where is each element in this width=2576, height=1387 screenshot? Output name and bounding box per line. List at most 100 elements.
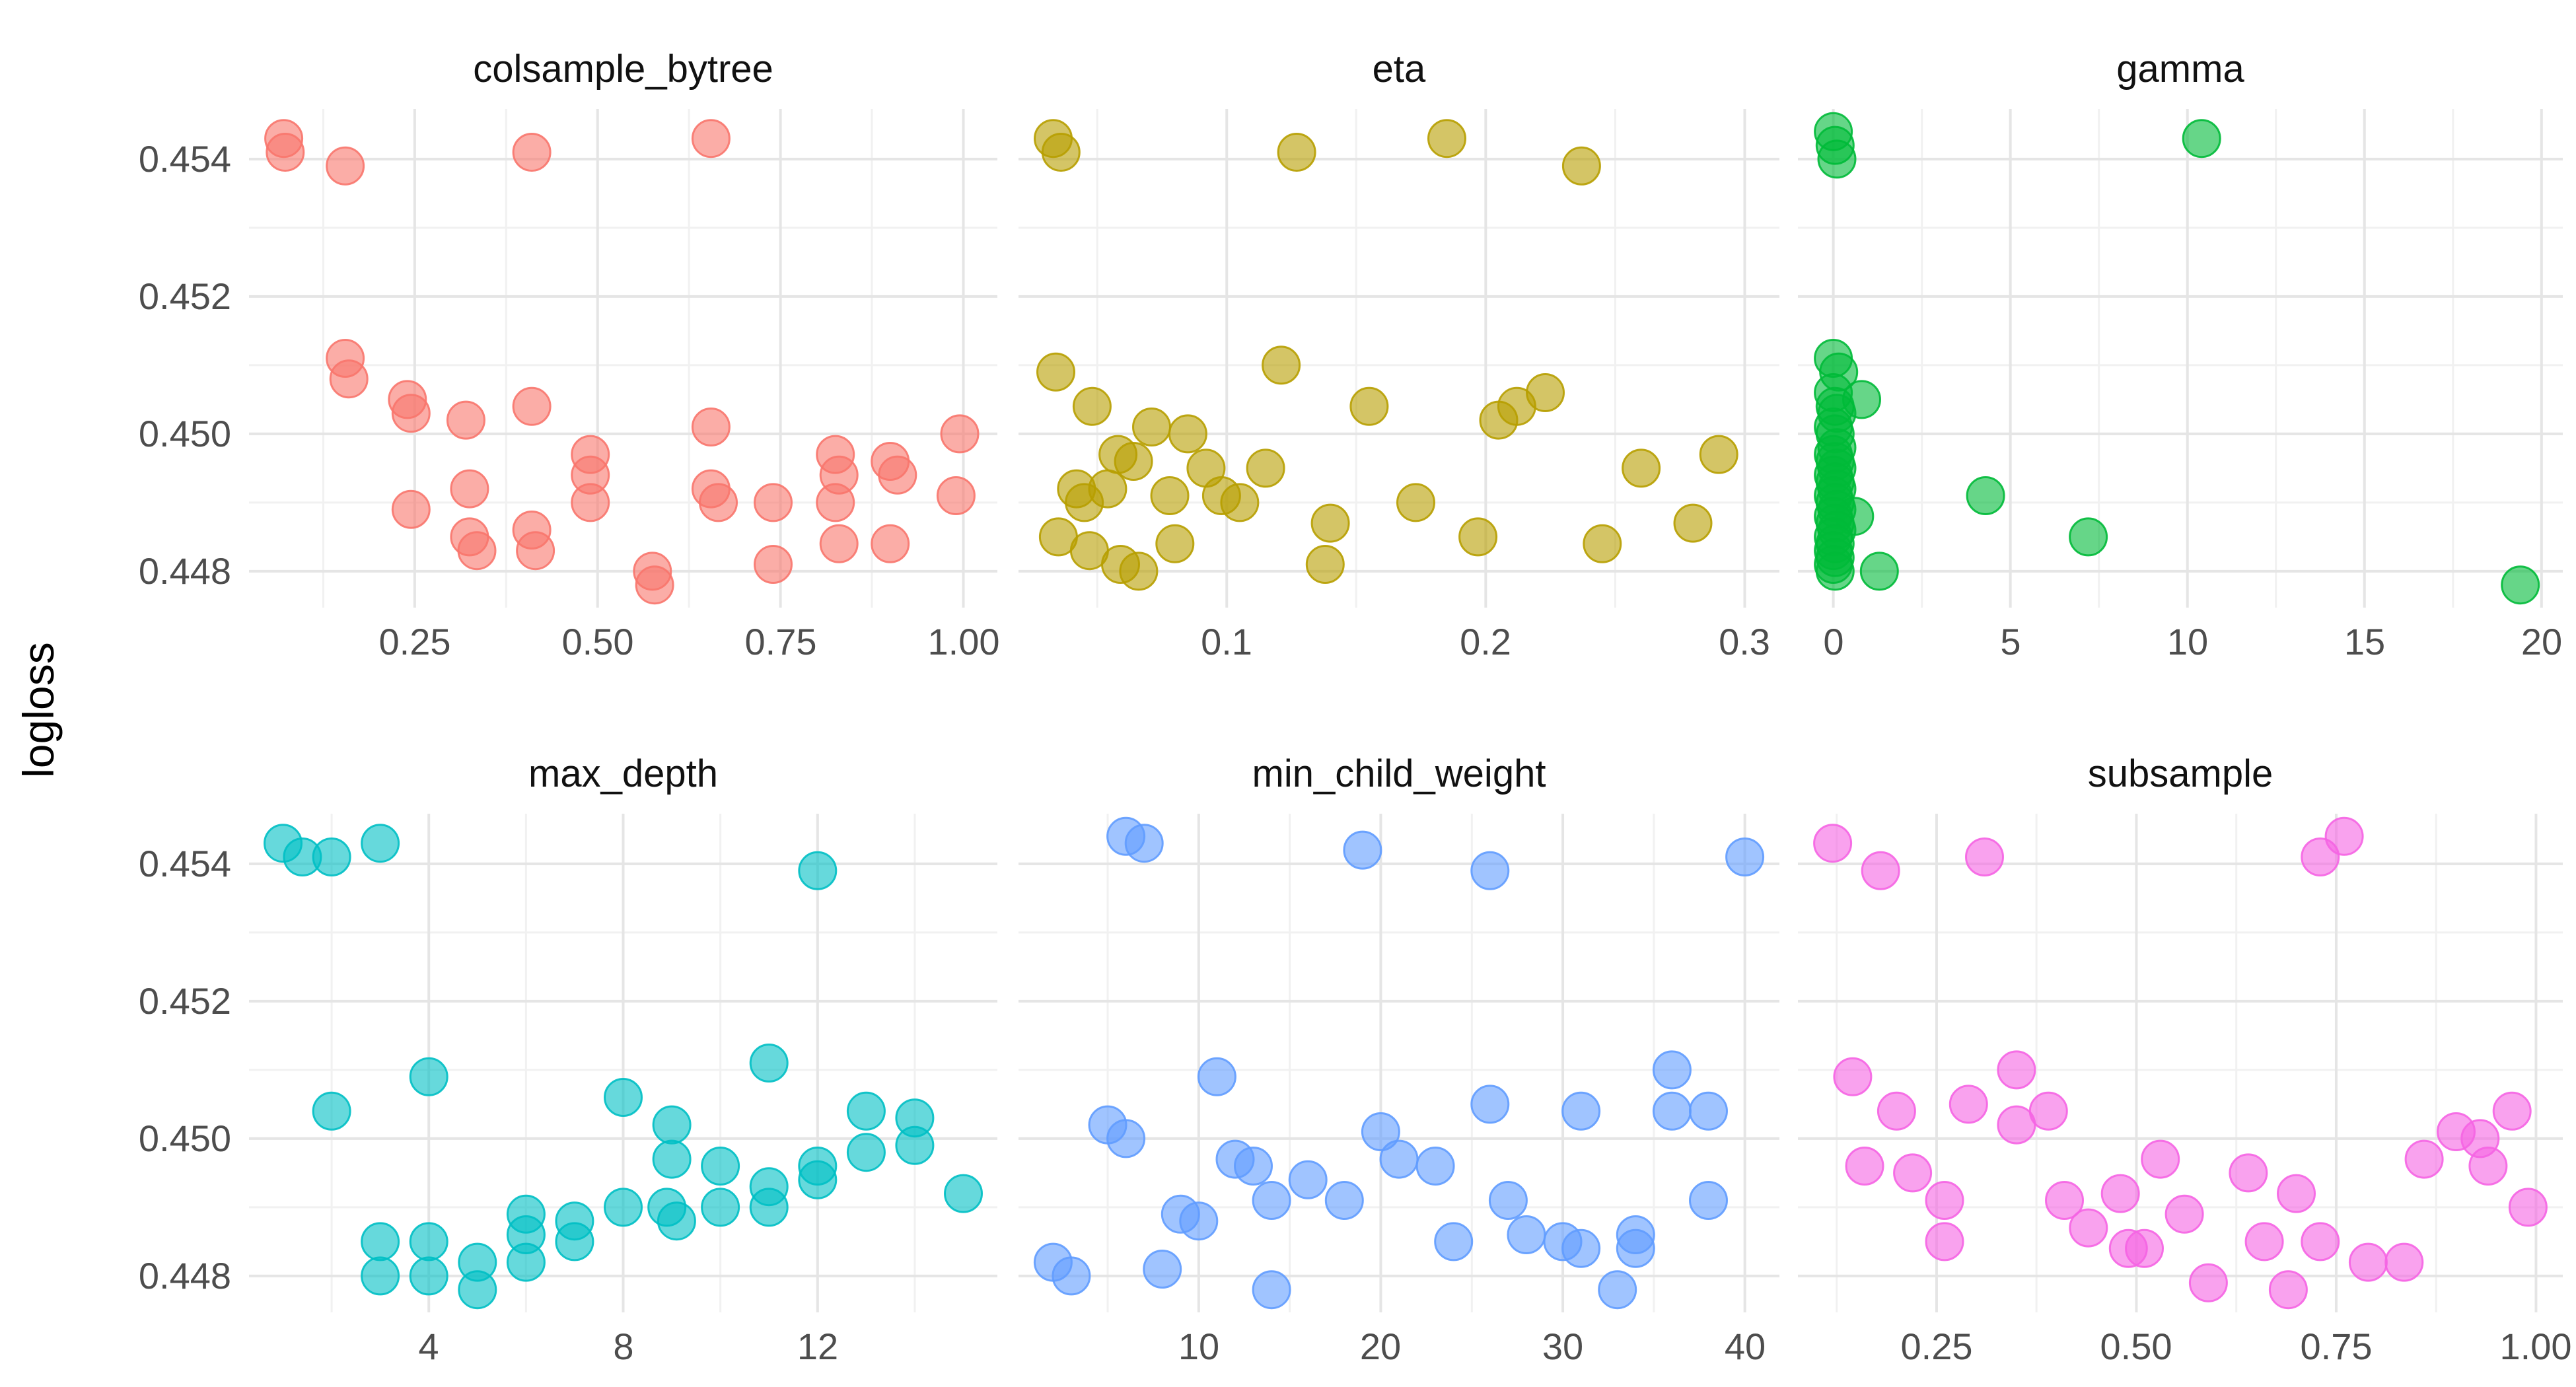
data-point — [1652, 1091, 1692, 1131]
data-point — [2404, 1139, 2444, 1179]
data-point — [1673, 503, 1713, 543]
x-tick-label: 10 — [1178, 1326, 1220, 1367]
data-point — [512, 386, 552, 426]
data-point — [1310, 503, 1350, 543]
data-point — [329, 359, 369, 399]
x-tick-label: 5 — [2000, 621, 2021, 662]
data-point — [1379, 1139, 1419, 1179]
y-tick-label: 0.452 — [138, 275, 231, 317]
x-tick-label: 8 — [613, 1326, 634, 1367]
data-point — [1427, 119, 1466, 159]
data-point — [1699, 435, 1738, 474]
data-point — [1949, 1085, 1988, 1124]
data-point — [1925, 1181, 1964, 1220]
data-point — [266, 133, 305, 172]
data-point — [2125, 1228, 2164, 1268]
data-point — [2348, 1242, 2388, 1282]
data-point — [657, 1201, 696, 1241]
data-point — [1470, 851, 1510, 890]
data-point — [1155, 524, 1195, 563]
data-point — [2277, 1174, 2316, 1213]
data-point — [1434, 1222, 1474, 1262]
data-point — [749, 1188, 789, 1227]
data-point — [2508, 1188, 2548, 1227]
data-point — [2384, 1242, 2424, 1282]
data-point — [2069, 517, 2108, 557]
data-point — [1997, 1050, 2036, 1090]
facet-title: colsample_bytree — [473, 48, 773, 90]
data-point — [1252, 1181, 1291, 1220]
facet-min-child-weight: min_child_weight 10 20 30 40 — [1019, 741, 1779, 1375]
data-point — [391, 489, 431, 529]
data-point — [846, 1133, 886, 1172]
data-point — [1252, 1270, 1291, 1310]
data-point — [1622, 448, 1661, 488]
data-point — [936, 476, 976, 515]
x-tick-label: 0.25 — [378, 621, 451, 662]
data-point — [819, 524, 859, 563]
data-point — [1583, 524, 1622, 563]
data-point — [1833, 1057, 1873, 1096]
x-tick-label: 0.3 — [1719, 621, 1770, 662]
x-tick-label: 20 — [1359, 1326, 1402, 1367]
data-point — [691, 408, 731, 446]
x-tick-label: 4 — [418, 1326, 439, 1367]
data-point — [1689, 1181, 1728, 1220]
data-point — [1262, 345, 1301, 385]
data-point — [1458, 517, 1498, 557]
data-point — [457, 531, 497, 571]
x-tick-label: 40 — [1724, 1326, 1766, 1367]
data-point — [1725, 837, 1765, 876]
data-point — [1925, 1222, 1964, 1262]
data-point — [1114, 442, 1153, 481]
data-point — [1652, 1050, 1692, 1090]
data-point — [2268, 1270, 2308, 1310]
data-point — [699, 483, 738, 522]
data-point — [1415, 1147, 1455, 1186]
data-point — [506, 1242, 546, 1282]
data-point — [1861, 851, 1900, 890]
data-point — [2301, 1222, 2340, 1262]
data-point — [2182, 119, 2221, 159]
data-point — [361, 1222, 400, 1262]
x-tick-label: 0.25 — [1900, 1326, 1973, 1367]
data-point — [1817, 139, 1857, 179]
data-point — [944, 1174, 983, 1213]
data-point — [1813, 824, 1853, 863]
x-tick-label: 0.50 — [2100, 1326, 2172, 1367]
data-point — [1361, 1112, 1400, 1151]
facet-panel — [1798, 814, 2563, 1312]
data-point — [798, 851, 838, 890]
data-point — [1815, 551, 1855, 591]
data-point — [1343, 830, 1382, 870]
facet-title: max_depth — [528, 752, 718, 795]
y-axis-title: logloss — [14, 642, 63, 778]
x-tick-label: 30 — [1542, 1326, 1584, 1367]
data-point — [1220, 483, 1260, 522]
facet-panel — [1798, 109, 2563, 608]
x-tick-label: 0 — [1823, 621, 1844, 662]
x-axis-ticks: 4 8 12 — [249, 1312, 997, 1375]
data-point — [1041, 133, 1081, 172]
data-point — [1106, 1119, 1146, 1158]
data-point — [391, 394, 431, 433]
data-point — [1598, 1270, 1637, 1310]
x-tick-label: 12 — [797, 1326, 839, 1367]
data-point — [2069, 1208, 2108, 1248]
x-tick-label: 10 — [2166, 621, 2209, 662]
facet-title: subsample — [2087, 752, 2273, 795]
facet-panel — [1019, 109, 1779, 608]
x-tick-label: 15 — [2343, 621, 2386, 662]
data-point — [1470, 1085, 1510, 1124]
data-point — [701, 1147, 740, 1186]
data-point — [604, 1188, 643, 1227]
data-point — [895, 1125, 935, 1165]
x-tick-label: 0.50 — [561, 621, 634, 662]
facet-title: eta — [1372, 48, 1426, 90]
facet-subsample: subsample 0.25 0.50 0.75 1.00 — [1798, 741, 2572, 1375]
facet-panel — [1019, 814, 1779, 1312]
data-point — [571, 483, 610, 522]
y-tick-label: 0.454 — [138, 138, 231, 180]
data-point — [846, 1091, 886, 1131]
data-point — [878, 455, 917, 495]
